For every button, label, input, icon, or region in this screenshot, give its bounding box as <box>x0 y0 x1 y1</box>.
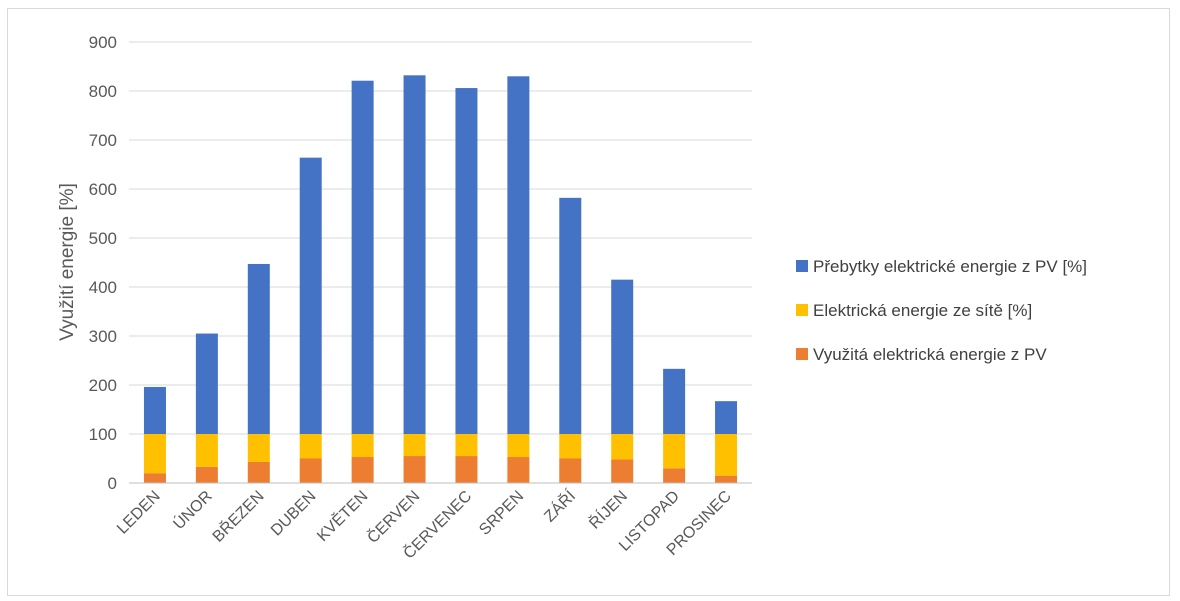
bar-segment-leden-s0 <box>143 473 166 483</box>
bar-segment-leden-s1 <box>143 434 166 474</box>
y-tick-label: 400 <box>89 278 117 297</box>
bar-segment-leden-s2 <box>143 386 166 434</box>
chart-frame <box>7 8 1170 596</box>
bars <box>143 75 738 483</box>
y-tick-label: 900 <box>89 33 117 52</box>
bar-segment-září-s1 <box>559 434 582 459</box>
x-tick-label: KVĚTEN <box>313 486 372 545</box>
x-tick-label: ÚNOR <box>169 486 216 533</box>
bar-segment-březen-s2 <box>247 263 270 434</box>
x-tick-label: ŘÍJEN <box>585 486 631 532</box>
legend-swatch <box>796 348 808 360</box>
bar-segment-červen-s1 <box>403 434 426 457</box>
bar-segment-květen-s2 <box>351 80 374 435</box>
bar-segment-září-s2 <box>559 197 582 434</box>
legend-label: Přebytky elektrické energie z PV [%] <box>813 257 1087 276</box>
bar-segment-červen-s2 <box>403 75 426 434</box>
bar-segment-říjen-s0 <box>611 459 634 483</box>
legend: Přebytky elektrické energie z PV [%] Elek… <box>796 257 1087 364</box>
y-axis-title: Využití energie [%] <box>57 183 78 341</box>
bar-segment-únor-s2 <box>195 333 218 434</box>
y-tick-label: 300 <box>89 327 117 346</box>
bar-segment-duben-s1 <box>299 434 322 459</box>
bar-segment-prosinec-s0 <box>715 475 738 483</box>
bar-segment-srpen-s2 <box>507 76 530 435</box>
y-tick-label: 0 <box>108 474 117 493</box>
bar-segment-listopad-s0 <box>663 468 686 483</box>
bar-segment-květen-s1 <box>351 434 374 458</box>
bar-segment-únor-s1 <box>195 434 218 467</box>
bar-segment-březen-s1 <box>247 434 270 462</box>
x-tick-label: DUBEN <box>268 488 320 540</box>
gridlines <box>129 41 752 435</box>
bar-segment-červenec-s0 <box>455 456 478 483</box>
x-tick-label: ZÁŘÍ <box>540 486 580 526</box>
bar-segment-červenec-s2 <box>455 88 478 434</box>
bar-segment-září-s0 <box>559 458 582 483</box>
y-tick-label: 100 <box>89 425 117 444</box>
x-tick-label: LEDEN <box>114 488 164 538</box>
legend-swatch <box>796 304 808 316</box>
y-tick-label: 500 <box>89 229 117 248</box>
bar-segment-prosinec-s2 <box>715 401 738 434</box>
bar-segment-listopad-s1 <box>663 434 686 469</box>
bar-segment-červen-s0 <box>403 456 426 483</box>
bar-segment-květen-s0 <box>351 457 374 483</box>
x-tick-label: SRPEN <box>476 488 527 539</box>
bar-segment-říjen-s2 <box>611 279 634 434</box>
bar-segment-srpen-s1 <box>507 434 530 458</box>
bar-segment-červenec-s1 <box>455 434 478 457</box>
bar-segment-březen-s0 <box>247 461 270 483</box>
y-tick-label: 600 <box>89 180 117 199</box>
bar-segment-duben-s2 <box>299 157 322 434</box>
x-tick-label: BŘEZEN <box>208 486 267 545</box>
bar-segment-srpen-s0 <box>507 457 530 483</box>
legend-label: Využitá elektrická energie z PV <box>813 345 1047 364</box>
legend-swatch <box>796 260 808 272</box>
legend-label: Elektrická energie ze sítě [%] <box>813 301 1032 320</box>
bar-segment-duben-s0 <box>299 458 322 483</box>
y-tick-label: 800 <box>89 82 117 101</box>
bar-segment-únor-s0 <box>195 466 218 483</box>
y-tick-label: 200 <box>89 376 117 395</box>
bar-segment-listopad-s2 <box>663 368 686 434</box>
bar-segment-říjen-s1 <box>611 434 634 460</box>
bar-segment-prosinec-s1 <box>715 434 738 476</box>
y-tick-label: 700 <box>89 131 117 150</box>
